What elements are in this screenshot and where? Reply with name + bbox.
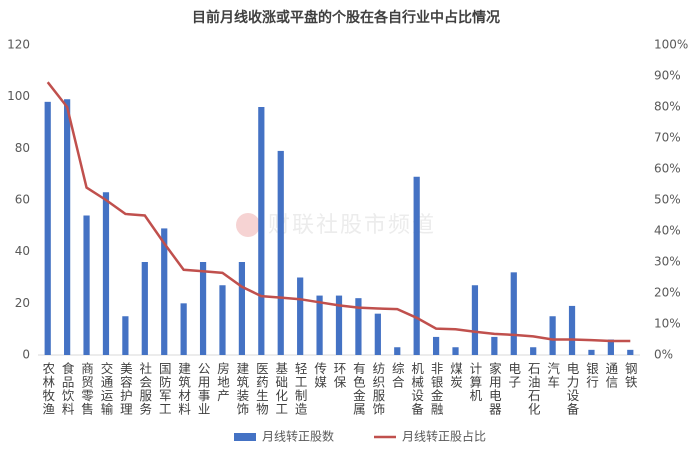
bar [452,347,459,355]
x-tick-label: 计算机 [467,362,482,403]
y-tick-label: 80 [15,141,30,155]
x-tick-label: 基础化工 [273,362,288,416]
bar [432,336,440,355]
y-tick-label: 0 [22,348,30,362]
y2-tick-label: 30% [654,255,681,269]
watermark-logo [236,213,260,237]
y2-tick-label: 20% [654,286,681,300]
y2-tick-label: 100% [654,38,688,52]
legend-label: 月线转正股占比 [402,429,486,444]
bar [491,336,498,355]
bar [64,99,71,355]
x-tick-label: 通信 [603,362,618,389]
x-tick-label: 轻工制造 [293,362,308,416]
y2-tick-label: 40% [654,224,681,238]
x-tick-label: 银行 [584,362,599,389]
x-tick-label: 石油石化 [526,362,541,416]
bar [510,272,517,355]
bar [141,262,148,355]
bar [161,228,168,355]
x-tick-label: 电子 [506,362,521,389]
bar [627,349,634,355]
legend-label: 月线转正股数 [262,429,334,444]
bar [316,295,323,355]
y-tick-label: 100 [7,89,30,103]
bar [335,295,343,355]
y2-tick-label: 70% [654,131,681,145]
y2-tick-label: 10% [654,317,681,331]
bar [568,305,576,355]
bar [277,150,284,355]
bar [83,215,90,355]
x-tick-label: 公用事业 [196,362,211,416]
x-tick-label: 医药生物 [254,362,269,416]
x-tick-label: 商贸零售 [79,361,94,416]
y2-tick-label: 0% [654,348,673,362]
x-tick-label: 综合 [390,362,405,389]
x-tick-label: 交通运输 [98,361,113,416]
x-tick-label: 美容护理 [118,362,133,416]
y-tick-label: 120 [7,38,30,52]
x-tick-label: 汽车 [545,361,560,389]
bar [588,349,595,355]
bar [199,262,207,355]
x-tick-label: 环保 [332,362,347,389]
y-tick-label: 20 [15,296,30,310]
bar [394,347,401,355]
y2-tick-label: 50% [654,193,681,207]
y2-tick-label: 60% [654,162,681,176]
x-tick-label: 传媒 [312,361,327,389]
y-tick-label: 40 [15,244,30,258]
bar [413,176,420,355]
bar [102,192,110,355]
x-tick-label: 电力设备 [565,362,580,416]
x-tick-label: 建筑材料 [176,362,191,416]
bar [219,285,226,355]
bar [374,313,381,355]
watermark: 财联社股市频道 [268,213,436,238]
x-tick-label: 农林牧渔 [40,362,55,416]
y2-tick-label: 80% [654,100,681,114]
chart-title: 目前月线收涨或平盘的个股在各自行业中占比情况 [192,9,500,26]
y-tick-label: 60 [15,193,30,207]
bar [355,298,362,355]
x-tick-label: 社会服务 [137,361,152,416]
legend-swatch [234,433,256,441]
x-tick-label: 非银金融 [429,362,444,416]
x-tick-label: 房地产 [215,361,230,403]
bar [258,107,265,355]
line [46,81,631,343]
x-tick-label: 钢铁 [623,362,638,389]
bar [607,339,614,355]
x-tick-label: 家用电器 [487,361,502,416]
y2-tick-label: 90% [654,69,681,83]
x-tick-label: 食品饮料 [60,361,75,416]
x-tick-label: 纺织服饰 [370,362,385,416]
bar [530,347,537,355]
bar [44,101,51,355]
bar [471,285,479,355]
bar [180,303,187,355]
x-tick-label: 煤炭 [448,362,463,389]
bar [297,277,304,355]
x-tick-label: 机械设备 [409,362,424,416]
bar [238,262,246,355]
x-tick-label: 国防军工 [157,362,172,416]
bar [549,316,556,355]
x-tick-label: 有色金属 [351,362,366,416]
x-tick-label: 建筑装饰 [234,362,249,416]
bar [122,316,129,355]
